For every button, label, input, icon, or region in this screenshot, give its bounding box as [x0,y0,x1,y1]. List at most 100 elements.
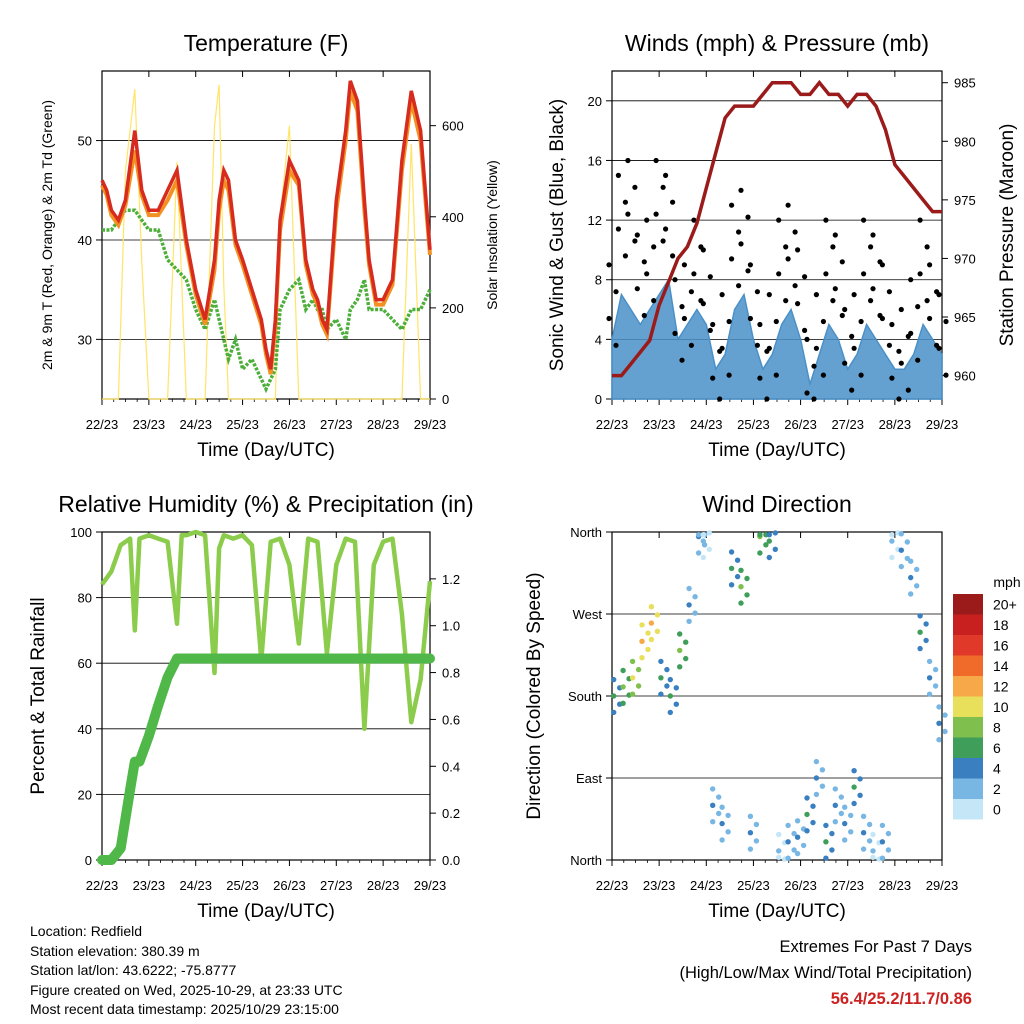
extremes-subtitle: (High/Low/Max Wind/Total Precipitation) [679,964,972,982]
x-tick-label: 24/23 [690,878,723,893]
direction-point [719,837,725,843]
gust-point [717,396,723,402]
direction-point [738,600,744,606]
gust-point [811,363,817,369]
gust-point [792,229,798,235]
gust-point [839,312,845,319]
direction-point [757,550,763,556]
x-tick-label: 29/23 [926,417,959,432]
gust-point [729,256,735,262]
direction-point [785,855,791,861]
gust-point [868,244,874,250]
y-tick-label: 0 [85,853,92,868]
gust-point [870,232,876,238]
direction-point [870,848,876,854]
direction-point [857,792,863,798]
direction-point [879,822,886,829]
direction-point [620,684,626,690]
gust-point [736,283,742,289]
direction-point [813,758,820,765]
legend-swatch [953,737,983,758]
direction-point [611,709,617,716]
x-tick-label: 22/23 [596,417,629,432]
direction-point [677,647,683,654]
direction-point [734,573,741,580]
legend-label: 18 [993,617,1009,633]
x-tick-label: 26/23 [784,417,817,432]
gust-point [634,286,640,292]
y-tick-label: 20 [78,787,92,802]
direction-point [785,822,791,829]
direction-point [645,630,651,636]
chart-title: Winds (mph) & Pressure (mb) [625,30,929,56]
series-station-pressure [612,79,942,378]
gust-point [660,184,666,190]
gust-point [719,292,725,298]
gust-point [870,286,876,292]
y-tick-label: 60 [78,656,92,671]
direction-point [860,846,867,852]
direction-point [692,610,698,616]
y2-axis-label: Station Pressure (Maroon) [997,124,1018,347]
x-tick-label: 28/23 [367,417,400,432]
direction-point [804,811,810,818]
gust-point [783,298,789,304]
gust-point [641,312,647,319]
legend-swatch [953,758,983,779]
gust-point [691,217,697,223]
gust-point [943,318,949,325]
direction-point [908,574,914,581]
legend-swatch [953,594,983,615]
direction-point [654,612,661,618]
direction-point [936,704,942,710]
direction-point [677,631,683,637]
x-tick-label: 27/23 [831,878,864,893]
gust-point [813,292,820,298]
direction-point [710,786,716,792]
gust-point [792,283,798,289]
gust-point [700,247,706,253]
gust-point [924,298,930,304]
direction-point [716,810,722,817]
direction-point [908,591,914,597]
gust-point [688,342,695,348]
direction-point [772,530,778,536]
x-tick-label: 24/23 [179,878,212,893]
gust-point [679,357,685,363]
gust-point [747,315,754,322]
gust-point [651,244,657,250]
direction-point [635,666,642,673]
direction-point [776,854,782,860]
direction-point [942,712,948,718]
gust-point [766,345,772,351]
direction-point [611,693,617,699]
gust-point [773,318,779,325]
gust-point [823,271,829,277]
direction-point [810,803,816,809]
gust-point [915,304,921,310]
gust-point [842,306,848,313]
gust-point [726,318,732,325]
y2-tick-label: 970 [954,251,976,266]
x-axis-label: Time (Day/UTC) [197,440,335,461]
legend-swatch [953,635,983,656]
gust-point [663,226,669,232]
direction-point [794,818,801,824]
direction-point [936,720,942,726]
gust-point [823,217,829,223]
legend-swatch [953,614,983,635]
station-latlon: Station lat/lon: 43.6222; -75.8777 [30,962,237,978]
gust-point [622,253,629,259]
x-tick-label: 28/23 [367,878,400,893]
direction-point [734,557,741,563]
legend-label: 10 [993,699,1009,715]
gust-point [606,315,612,322]
y-tick-label: 40 [78,233,92,248]
x-tick-label: 29/23 [414,878,447,893]
direction-point [842,837,848,843]
direction-point [791,847,797,853]
direction-point [706,546,712,552]
y-tick-label: West [573,607,603,622]
direction-point [885,847,892,853]
gust-point [663,172,669,178]
